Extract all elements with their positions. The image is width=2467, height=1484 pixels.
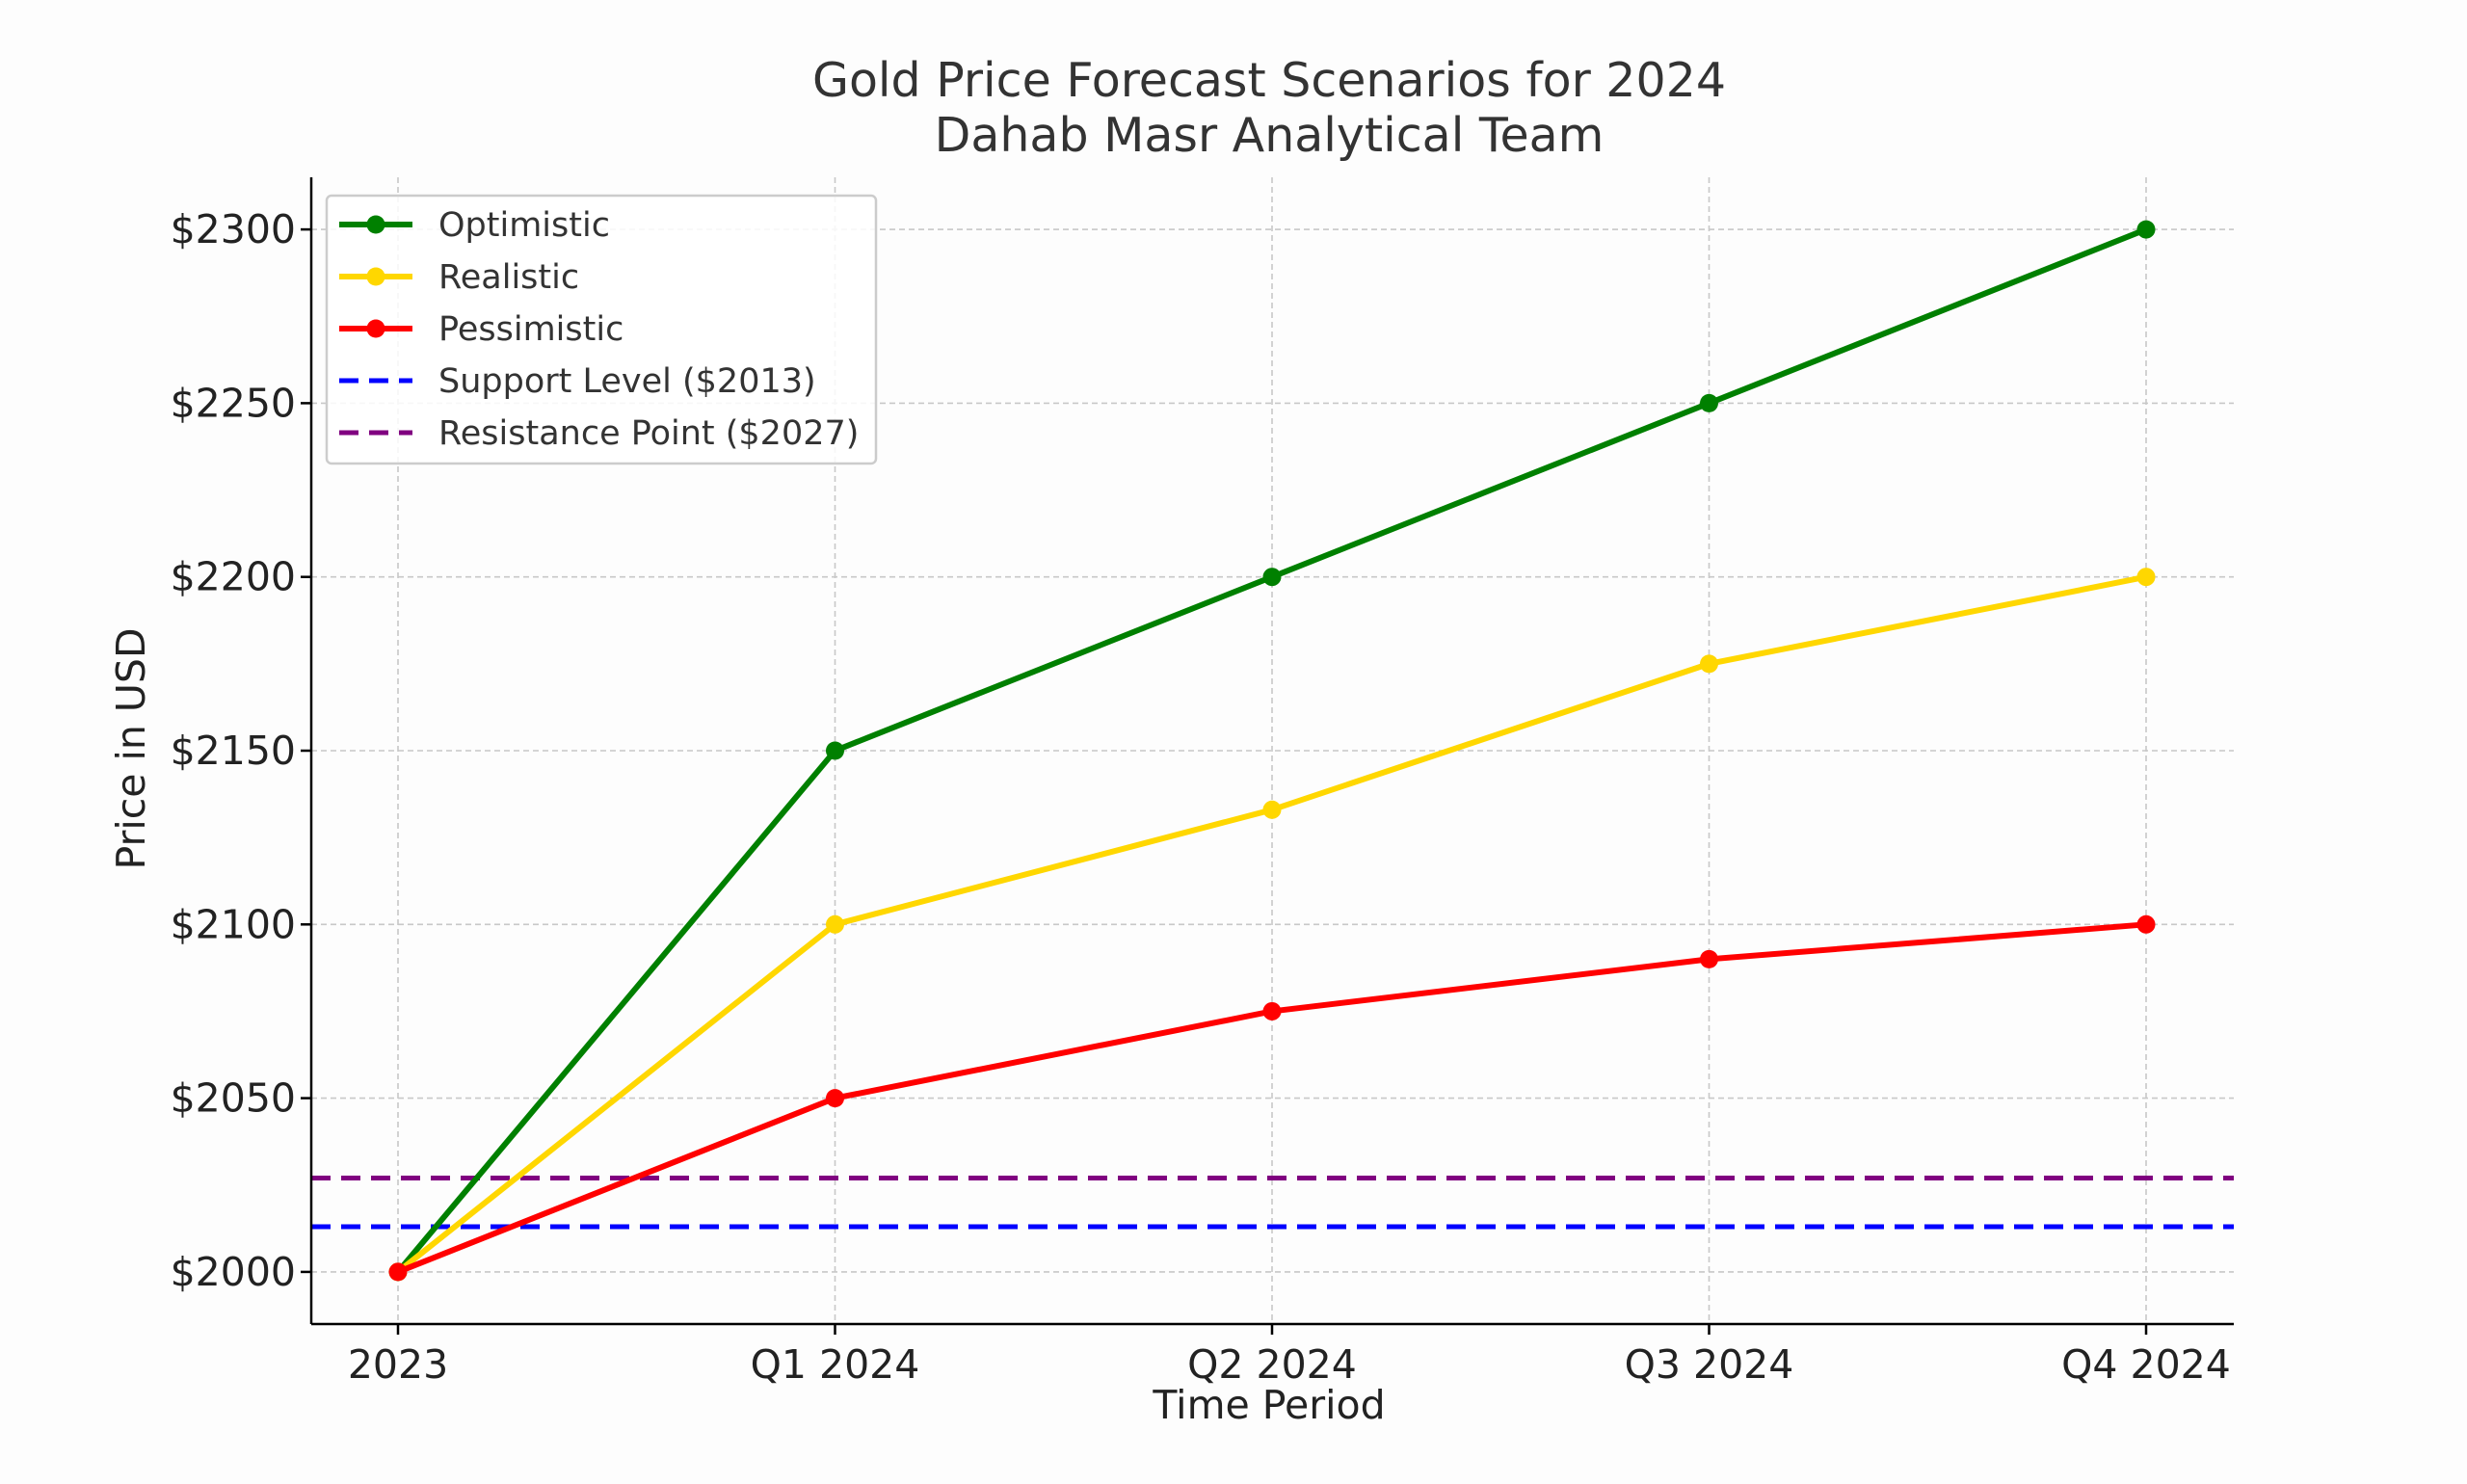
legend: Optimistic Realistic Pessimistic Support Le… <box>325 194 878 465</box>
reference-lines <box>311 1176 2234 1230</box>
x-tick-label-2: Q2 2024 <box>1187 1341 1357 1388</box>
series-layer <box>388 220 2156 1282</box>
legend-label-resistance-point-2027: Resistance Point ($2027) <box>438 414 859 453</box>
series-point-realistic-2 <box>1262 800 1282 819</box>
y-tick-label-5: $2250 <box>171 380 296 426</box>
y-tick-label-0: $2000 <box>171 1249 296 1295</box>
tick-layer: $2000 $2050 $2100 $2150 $2200 $2250 $2300 2023 Q… <box>171 206 2231 1388</box>
series-point-optimistic-2 <box>1262 568 1282 587</box>
series-point-optimistic-3 <box>1700 393 1718 412</box>
chart-subtitle: Dahab Masr Analytical Team <box>935 108 1605 163</box>
series-point-pessimistic-1 <box>826 1089 844 1108</box>
series-point-realistic-3 <box>1700 654 1718 674</box>
chart-title: Gold Price Forecast Scenarios for 2024 <box>812 53 1726 108</box>
legend-label-realistic: Realistic <box>438 258 579 297</box>
legend-label-support-level-2013: Support Level ($2013) <box>438 362 816 401</box>
legend-marker-pessimistic <box>366 319 385 338</box>
series-point-pessimistic-3 <box>1700 949 1718 968</box>
series-point-realistic-4 <box>2136 568 2156 587</box>
y-tick-label-3: $2150 <box>171 728 296 774</box>
series-point-pessimistic-4 <box>2136 914 2156 934</box>
legend-items: Optimistic Realistic Pessimistic Support Le… <box>339 206 859 453</box>
series-point-optimistic-4 <box>2136 220 2156 239</box>
x-tick-label-3: Q3 2024 <box>1625 1341 1794 1388</box>
y-axis-label: Price in USD <box>108 627 154 869</box>
legend-label-optimistic: Optimistic <box>438 206 610 245</box>
y-tick-label-2: $2100 <box>171 901 296 947</box>
y-tick-label-6: $2300 <box>171 206 296 252</box>
y-tick-label-1: $2050 <box>171 1075 296 1122</box>
x-tick-label-0: 2023 <box>348 1341 448 1388</box>
y-tick-label-4: $2200 <box>171 554 296 600</box>
x-axis-label: Time Period <box>1152 1382 1385 1428</box>
series-point-pessimistic-2 <box>1262 1001 1282 1020</box>
legend-marker-realistic <box>366 267 385 286</box>
x-tick-label-1: Q1 2024 <box>751 1341 920 1388</box>
x-tick-label-4: Q4 2024 <box>2061 1341 2231 1388</box>
series-point-optimistic-1 <box>826 741 844 760</box>
legend-label-pessimistic: Pessimistic <box>438 310 623 349</box>
series-point-realistic-1 <box>826 914 844 934</box>
legend-marker-optimistic <box>366 215 385 234</box>
series-point-pessimistic-0 <box>388 1262 408 1282</box>
legend-frame <box>325 194 878 465</box>
